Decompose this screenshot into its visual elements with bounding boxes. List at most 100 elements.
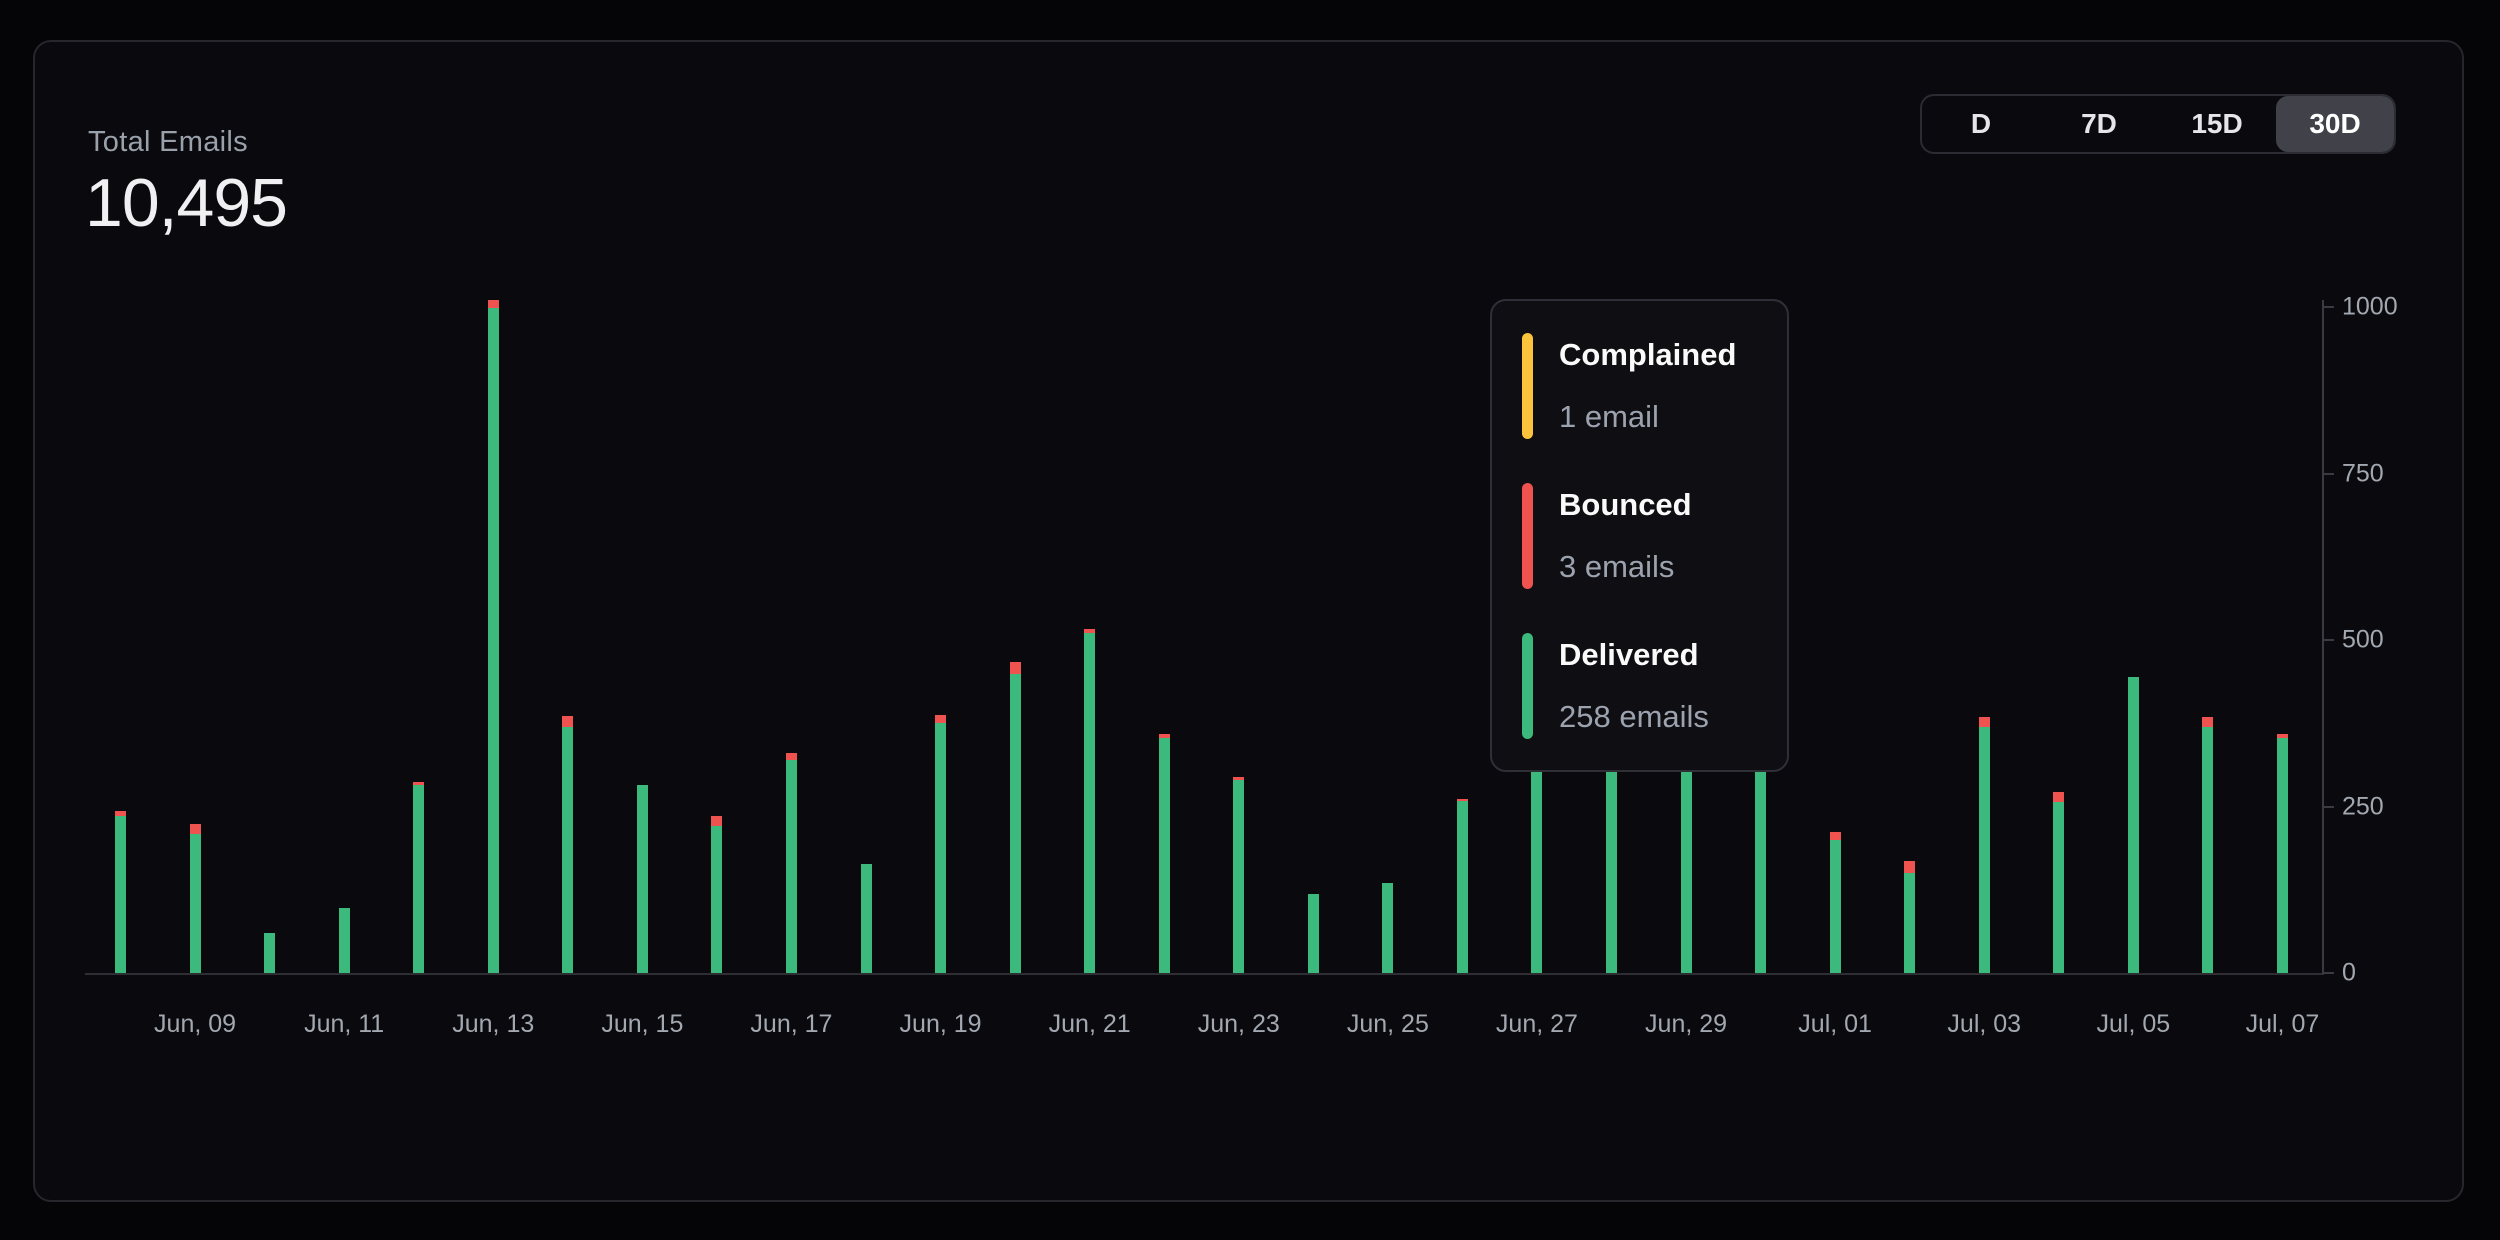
y-axis-label: 500 — [2342, 625, 2384, 654]
bar-segment-delivered — [115, 815, 126, 973]
bar-jun-11[interactable] — [338, 907, 350, 973]
bar-segment-delivered — [1009, 673, 1021, 973]
bar-jun-09[interactable] — [189, 823, 201, 973]
time-range-selector: D 7D 15D 30D — [1920, 94, 2396, 154]
bar-jun-24[interactable] — [1307, 893, 1319, 973]
bar-jul-05[interactable] — [2127, 677, 2139, 973]
bar-jun-08[interactable] — [115, 811, 126, 973]
bar-segment-bounced — [1084, 628, 1096, 634]
bar-segment-delivered — [1233, 779, 1245, 973]
bar-jun-25[interactable] — [1382, 883, 1394, 973]
x-axis-label: Jun, 25 — [1346, 1010, 1429, 1038]
bar-jun-10[interactable] — [264, 933, 276, 973]
bar-segment-delivered — [2053, 801, 2065, 973]
bar-jun-18[interactable] — [860, 863, 872, 973]
bar-segment-bounced — [2053, 791, 2065, 802]
x-axis-label: Jun, 21 — [1048, 1010, 1131, 1038]
bar-segment-bounced — [1904, 861, 1916, 874]
tooltip-item-complained: Complained 1 email — [1522, 333, 1757, 439]
bar-segment-delivered — [1382, 883, 1394, 973]
bar-segment-bounced — [2276, 733, 2288, 738]
bar-segment-delivered — [860, 863, 872, 973]
x-axis-label: Jul, 01 — [1798, 1010, 1872, 1038]
bar-segment-delivered — [189, 833, 201, 973]
bar-jun-12[interactable] — [413, 781, 425, 973]
range-button-d[interactable]: D — [1922, 96, 2040, 152]
bar-segment-delivered — [2276, 737, 2288, 973]
bar-jun-15[interactable] — [636, 785, 648, 973]
y-axis-tick — [2322, 805, 2334, 808]
bar-segment-delivered — [1158, 737, 1170, 973]
bar-jun-13[interactable] — [487, 300, 499, 973]
bar-segment-bounced — [1456, 799, 1468, 802]
bar-jun-26[interactable] — [1456, 798, 1468, 973]
bar-jun-23[interactable] — [1233, 777, 1245, 973]
tooltip-item-bounced: Bounced 3 emails — [1522, 483, 1757, 589]
bar-jul-04[interactable] — [2053, 791, 2065, 973]
bar-segment-bounced — [562, 715, 574, 727]
bar-jul-07[interactable] — [2276, 733, 2288, 973]
bar-segment-delivered — [487, 308, 499, 973]
bar-segment-delivered — [1531, 608, 1543, 973]
range-button-30d[interactable]: 30D — [2276, 96, 2394, 152]
x-axis-label: Jun, 11 — [304, 1010, 385, 1038]
bar-segment-delivered — [2127, 677, 2139, 973]
x-axis-label: Jul, 07 — [2245, 1010, 2320, 1038]
bar-segment-delivered — [1755, 586, 1767, 973]
bar-jul-03[interactable] — [1978, 717, 1990, 973]
bar-jun-22[interactable] — [1158, 733, 1170, 973]
y-axis-label: 1000 — [2342, 292, 2398, 321]
bar-segment-complained — [1456, 798, 1468, 800]
bar-segment-delivered — [562, 726, 574, 973]
tooltip-item-value: 258 emails — [1559, 698, 1709, 734]
bar-segment-delivered — [413, 784, 425, 973]
bar-segment-bounced — [2202, 717, 2214, 728]
bar-jun-16[interactable] — [711, 815, 723, 973]
bar-jul-02[interactable] — [1904, 861, 1916, 973]
x-axis-label: Jul, 03 — [1947, 1010, 2022, 1038]
bar-segment-bounced — [189, 823, 201, 834]
bar-jun-20[interactable] — [1009, 661, 1021, 973]
x-axis-label: Jul, 05 — [2096, 1010, 2171, 1038]
bar-jul-01[interactable] — [1829, 831, 1841, 973]
tooltip-item-value: 3 emails — [1559, 548, 1675, 584]
bar-segment-delivered — [636, 785, 648, 973]
bar-segment-delivered — [2202, 727, 2214, 973]
bar-segment-delivered — [1904, 873, 1916, 973]
x-axis-label: Jun, 13 — [452, 1010, 535, 1038]
bar-segment-bounced — [935, 715, 947, 724]
bar-segment-delivered — [1978, 727, 1990, 973]
bar-jul-06[interactable] — [2202, 717, 2214, 973]
bar-segment-bounced — [1233, 777, 1245, 780]
delivered-color-pill — [1522, 633, 1533, 739]
tooltip-item-label: Complained — [1559, 337, 1737, 372]
card-title: Total Emails — [88, 126, 248, 158]
bar-segment-delivered — [935, 723, 947, 973]
bar-segment-delivered — [264, 933, 276, 973]
y-axis-label: 0 — [2342, 958, 2356, 987]
total-emails-value: 10,495 — [85, 165, 288, 241]
bar-segment-delivered — [1829, 839, 1841, 973]
x-axis-label: Jun, 23 — [1197, 1010, 1280, 1038]
bar-jun-19[interactable] — [935, 715, 947, 973]
tooltip-item-value: 1 email — [1559, 398, 1659, 434]
x-axis-label: Jun, 09 — [154, 1010, 237, 1038]
bar-jun-21[interactable] — [1084, 628, 1096, 973]
bar-segment-bounced — [785, 753, 797, 760]
x-axis-label: Jun, 15 — [601, 1010, 684, 1038]
bar-segment-bounced — [1009, 661, 1021, 674]
x-axis-label: Jun, 29 — [1645, 1010, 1728, 1038]
bar-segment-delivered — [1084, 633, 1096, 973]
y-axis-line — [2322, 300, 2324, 975]
bar-jun-14[interactable] — [562, 715, 574, 973]
tooltip-item-delivered: Delivered 258 emails — [1522, 633, 1757, 739]
x-axis-label: Jun, 17 — [750, 1010, 833, 1038]
range-button-7d[interactable]: 7D — [2040, 96, 2158, 152]
bounced-color-pill — [1522, 483, 1533, 589]
range-button-15d[interactable]: 15D — [2158, 96, 2276, 152]
y-axis-tick — [2322, 306, 2334, 308]
y-axis-tick — [2322, 639, 2334, 641]
x-axis-label: Jun, 27 — [1495, 1010, 1578, 1038]
bar-jun-17[interactable] — [785, 753, 797, 973]
